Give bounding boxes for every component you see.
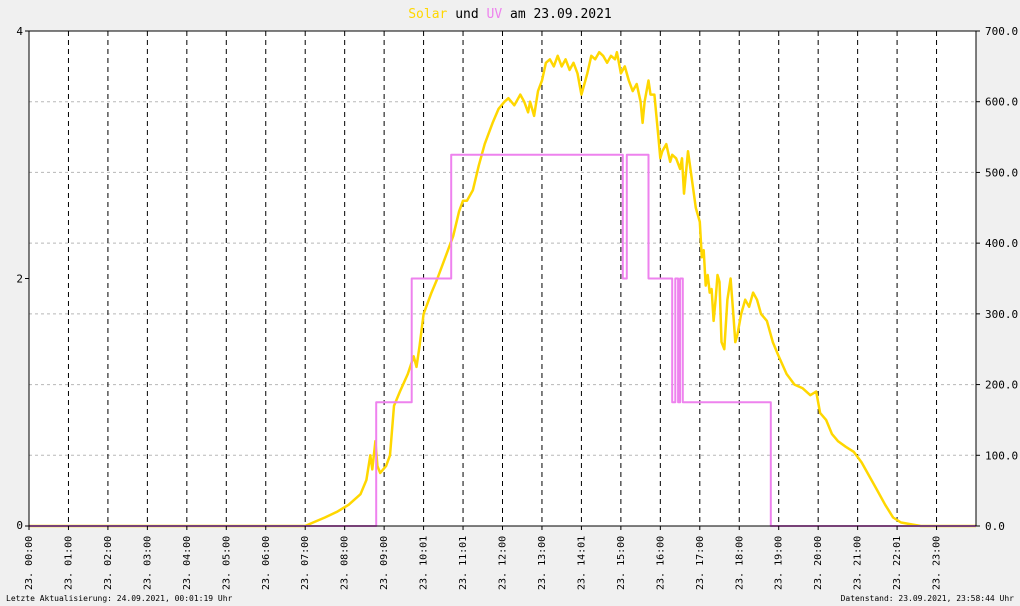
x-tick-label: 23. 05:00: [221, 536, 232, 590]
x-tick-label: 23. 06:00: [261, 536, 272, 590]
x-tick-label: 23. 11:01: [458, 536, 469, 590]
x-tick-label: 23. 14:01: [576, 536, 587, 590]
y-right-tick-label: 300.0: [985, 308, 1018, 321]
y-right-tick-label: 200.0: [985, 379, 1018, 392]
x-tick-label: 23. 12:00: [498, 536, 509, 590]
x-tick-label: 23. 10:01: [419, 536, 430, 590]
x-tick-label: 23. 17:00: [695, 536, 706, 590]
series-solar-line: [29, 50, 976, 528]
x-tick-label: 23. 08:00: [340, 536, 351, 590]
series-layer: [29, 50, 976, 528]
series-uv-line: [29, 153, 976, 527]
x-tick-label: 23. 16:00: [655, 536, 666, 590]
x-tick-label: 23. 18:00: [734, 536, 745, 590]
y-left-tick-label: 4: [16, 25, 23, 38]
axes: 0 2 4 0.0 100.0 200.0 300.0 400.0 500.0 600.0 700.…: [16, 25, 1018, 590]
x-tick-label: 23. 22:01: [892, 536, 903, 590]
title-solar: Solar: [408, 7, 447, 22]
x-tick-label: 23. 19:00: [774, 536, 785, 590]
x-tick-label: 23. 20:00: [813, 536, 824, 590]
grid: [29, 31, 976, 526]
y-right-tick-label: 0.0: [985, 520, 1005, 533]
y-right-tick-label: 100.0: [985, 449, 1018, 462]
x-tick-label: 23. 23:00: [932, 536, 943, 590]
title-date: am 23.09.2021: [510, 7, 612, 22]
x-tick-label: 23. 02:00: [103, 536, 114, 590]
x-tick-label: 23. 03:00: [142, 536, 153, 590]
x-tick-label: 23. 15:00: [616, 536, 627, 590]
x-tick-label: 23. 00:00: [24, 536, 35, 590]
y-right-tick-label: 700.0: [985, 25, 1018, 38]
chart-title: Solar und UV am 23.09.2021: [408, 7, 612, 22]
title-und: und: [455, 7, 478, 22]
y-right-tick-label: 500.0: [985, 166, 1018, 179]
x-tick-label: 23. 13:00: [537, 536, 548, 590]
footer-data-state: Datenstand: 23.09.2021, 23:58:44 Uhr: [841, 594, 1015, 603]
y-left-tick-label: 0: [16, 519, 23, 532]
x-tick-label: 23. 01:00: [63, 536, 74, 590]
y-right-tick-label: 600.0: [985, 96, 1018, 109]
x-tick-label: 23. 04:00: [182, 536, 193, 590]
y-right-tick-label: 400.0: [985, 237, 1018, 250]
title-uv: UV: [487, 7, 503, 22]
footer-last-update: Letzte Aktualisierung: 24.09.2021, 00:01…: [6, 594, 233, 603]
x-tick-label: 23. 21:00: [853, 536, 864, 590]
x-tick-label: 23. 07:00: [300, 536, 311, 590]
x-tick-label: 23. 09:00: [379, 536, 390, 590]
y-left-tick-label: 2: [16, 273, 23, 286]
